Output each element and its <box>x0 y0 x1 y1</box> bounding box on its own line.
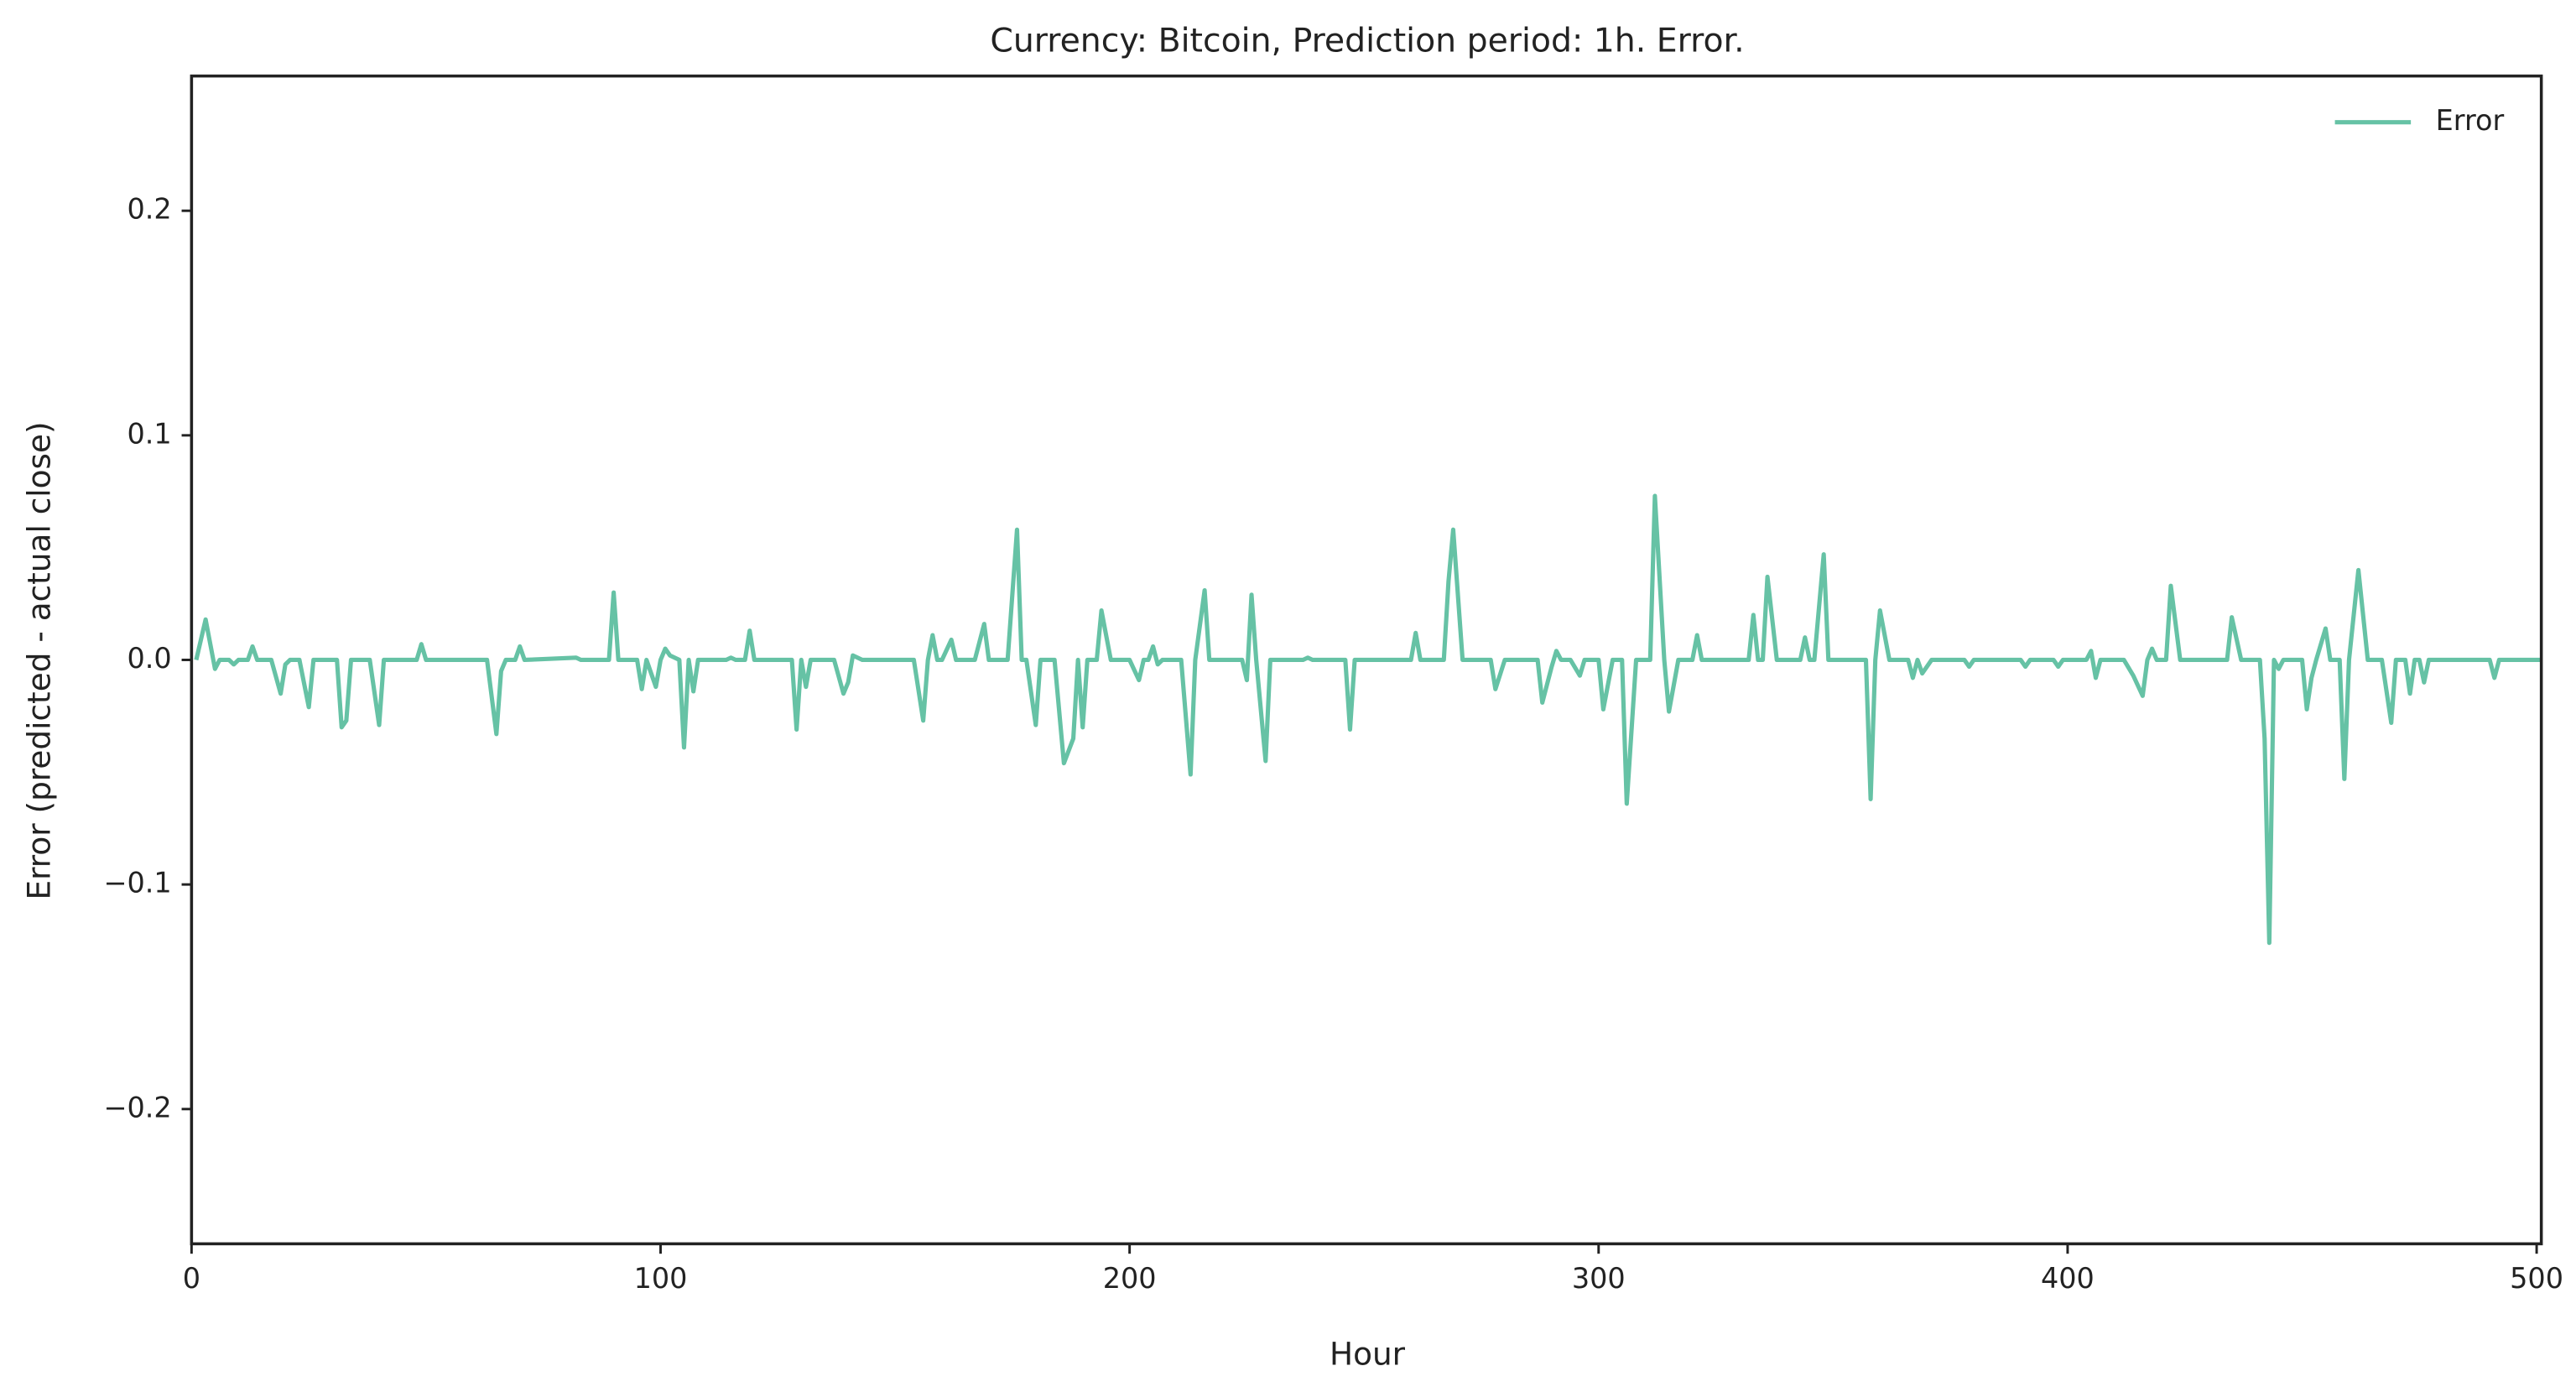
y-tick-label: −0.2 <box>103 1091 171 1124</box>
y-tick-label: 0.1 <box>127 417 172 450</box>
x-tick-label: 500 <box>2510 1262 2563 1295</box>
x-tick-label: 100 <box>634 1262 688 1295</box>
axes-frame <box>190 74 2543 1246</box>
x-tick-label: 0 <box>183 1262 200 1295</box>
chart-title: Currency: Bitcoin, Prediction period: 1h… <box>990 22 1744 60</box>
y-tick-label: 0.2 <box>127 193 172 226</box>
error-line <box>194 493 2542 946</box>
x-tick-label: 300 <box>1572 1262 1626 1295</box>
x-axis-label: Hour <box>1330 1336 1406 1373</box>
legend-label: Error <box>2436 104 2505 137</box>
y-tick-label: 0.0 <box>127 642 172 675</box>
x-tick-label: 400 <box>2041 1262 2095 1295</box>
y-axis-label: Error (predicted - actual close) <box>21 421 58 899</box>
y-tick-label: −0.1 <box>103 867 171 899</box>
x-tick-label: 200 <box>1103 1262 1157 1295</box>
